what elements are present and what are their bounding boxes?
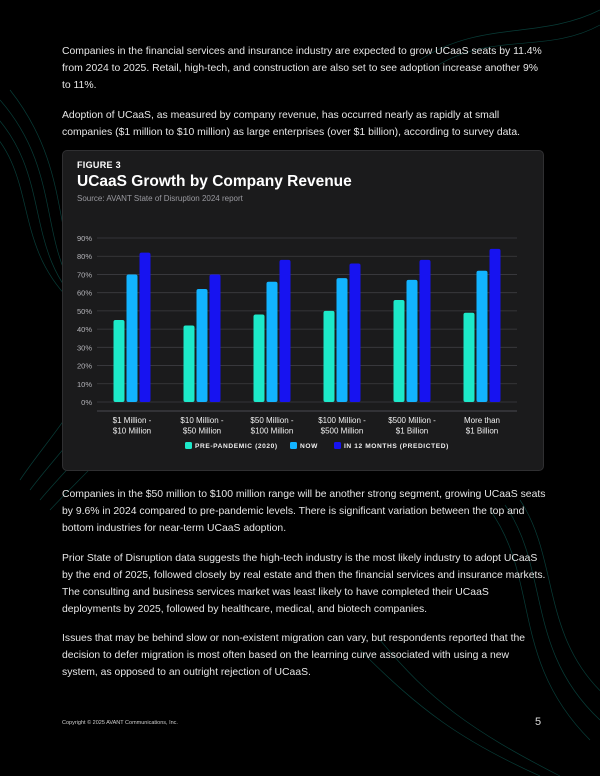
- bar-predicted: [139, 252, 151, 402]
- legend-label: IN 12 MONTHS (PREDICTED): [344, 443, 449, 450]
- bar-pre-pandemic: [183, 325, 195, 402]
- bar-pre-pandemic: [393, 299, 405, 402]
- x-tick-label: $100 Million: [251, 427, 294, 436]
- x-tick-label: $10 Million: [113, 427, 151, 436]
- paragraph-intro-financial: Companies in the financial services and …: [62, 46, 542, 91]
- x-tick-label: $100 Million -: [318, 416, 366, 425]
- legend-swatch: [334, 442, 341, 449]
- y-tick-label: 80%: [77, 252, 92, 261]
- x-tick-label: $50 Million: [183, 427, 221, 436]
- y-tick-label: 10%: [77, 380, 92, 389]
- bar-predicted: [349, 263, 361, 402]
- x-tick-label: $1 Billion: [396, 427, 428, 436]
- figure-title: UCaaS Growth by Company Revenue: [77, 173, 352, 190]
- figure-panel: FIGURE 3 UCaaS Growth by Company Revenue…: [62, 150, 544, 471]
- legend-swatch: [290, 442, 297, 449]
- x-tick-label: $500 Million: [321, 427, 364, 436]
- y-tick-label: 40%: [77, 325, 92, 334]
- bar-pre-pandemic: [113, 320, 125, 402]
- bar-chart: 0% 10% 20% 30% 40% 50% 60% 70% 80% 90% $1 Million …: [77, 234, 517, 450]
- bar-now: [126, 274, 138, 402]
- paragraph-migration-issues: Issues that may be behind slow or non-ex…: [62, 633, 526, 678]
- paragraph-mid-segment: Companies in the $50 million to $100 mil…: [62, 489, 546, 534]
- bar-predicted: [209, 274, 221, 402]
- x-tick-label: $10 Million -: [180, 416, 223, 425]
- bar-predicted: [489, 248, 501, 402]
- bar-now: [406, 279, 418, 402]
- page-number: 5: [535, 716, 542, 728]
- y-tick-label: 60%: [77, 289, 92, 298]
- x-tick-label: $1 Million -: [113, 416, 152, 425]
- y-tick-label: 50%: [77, 307, 92, 316]
- paragraph-industry-adoption: Prior State of Disruption data suggests …: [62, 553, 546, 615]
- x-tick-label: $1 Billion: [466, 427, 498, 436]
- legend-label: NOW: [300, 443, 318, 450]
- footer-copyright: Copyright © 2025 AVANT Communications, I…: [62, 720, 178, 726]
- bar-now: [196, 289, 208, 402]
- bar-pre-pandemic: [253, 314, 265, 402]
- y-tick-label: 30%: [77, 343, 92, 352]
- legend-swatch: [185, 442, 192, 449]
- bar-now: [266, 281, 278, 402]
- bar-predicted: [279, 259, 291, 402]
- figure-source: Source: AVANT State of Disruption 2024 r…: [77, 194, 243, 203]
- y-tick-label: 0%: [81, 398, 92, 407]
- y-tick-label: 20%: [77, 362, 92, 371]
- bar-now: [336, 278, 348, 402]
- bar-now: [476, 270, 488, 402]
- x-tick-label: More than: [464, 416, 500, 425]
- x-tick-label: $500 Million -: [388, 416, 436, 425]
- paragraph-adoption-by-revenue: Adoption of UCaaS, as measured by compan…: [62, 110, 520, 138]
- legend-label: PRE-PANDEMIC (2020): [195, 443, 278, 450]
- bar-pre-pandemic: [463, 312, 475, 402]
- y-tick-label: 90%: [77, 234, 92, 243]
- x-tick-label: $50 Million -: [250, 416, 293, 425]
- bar-pre-pandemic: [323, 310, 335, 402]
- y-tick-label: 70%: [77, 270, 92, 279]
- figure-label: FIGURE 3: [77, 160, 121, 170]
- bar-predicted: [419, 259, 431, 402]
